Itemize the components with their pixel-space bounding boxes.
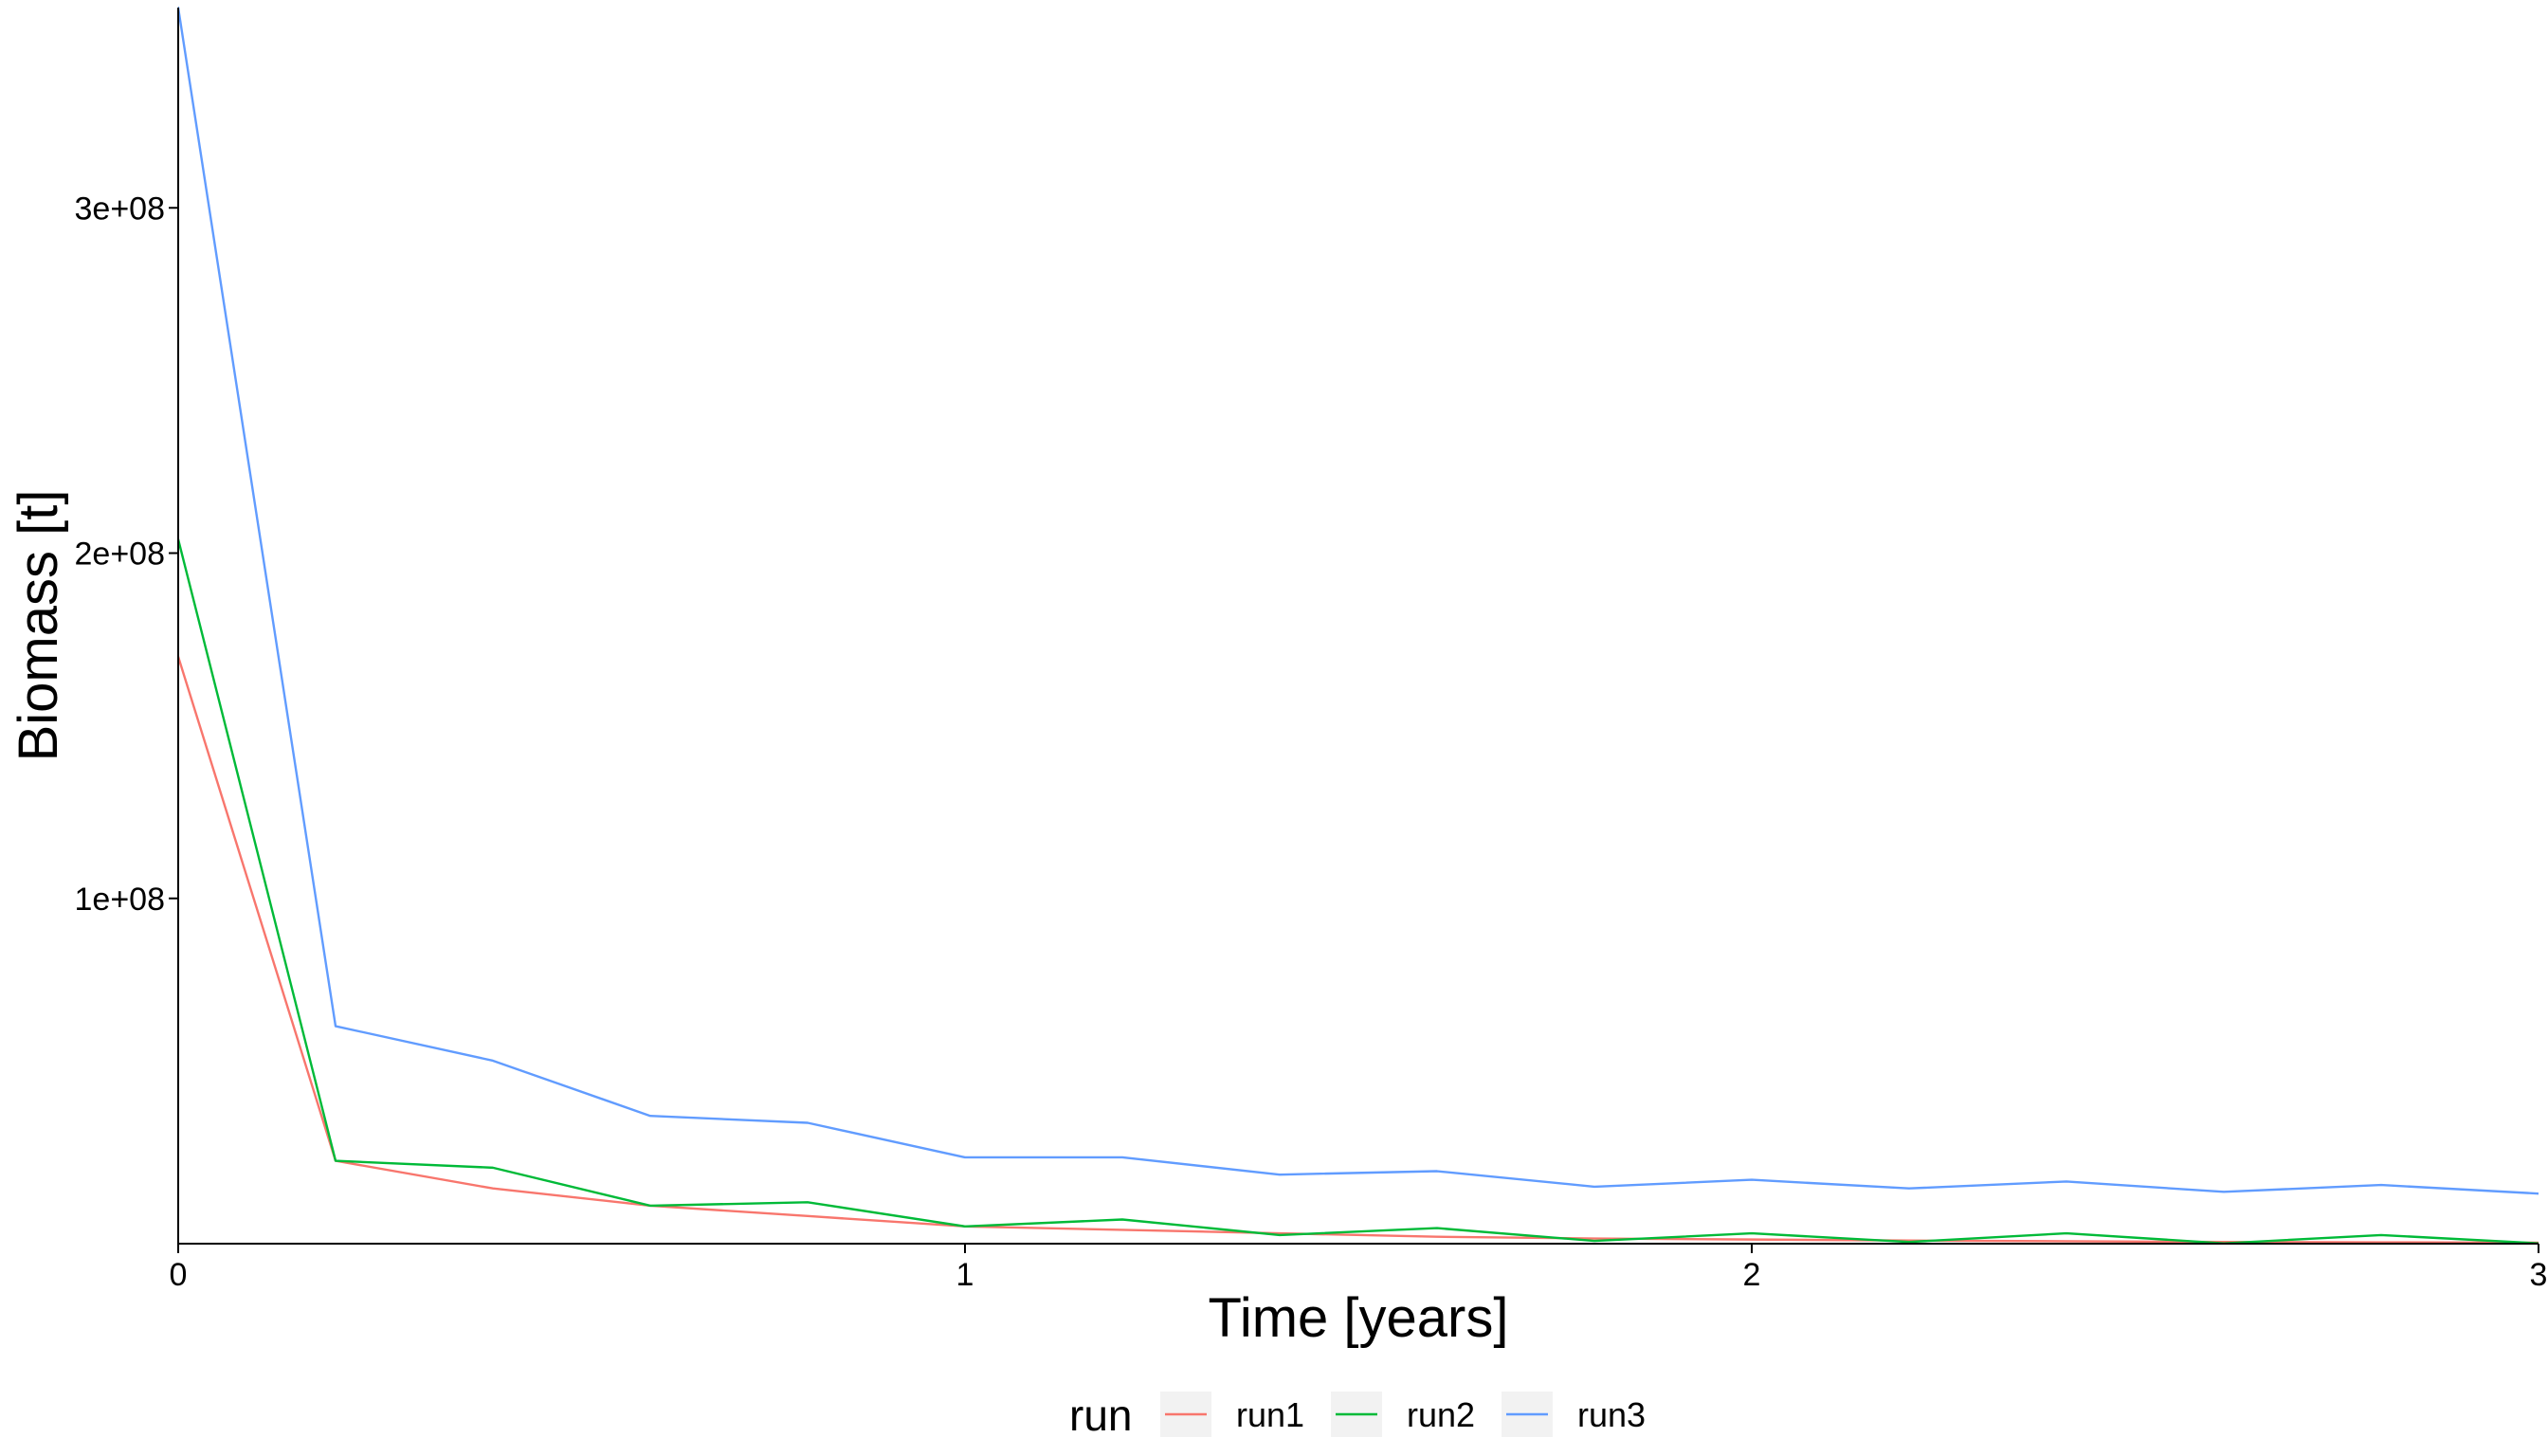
legend: run run1 run2 run3 bbox=[1069, 1391, 1646, 1440]
y-tick-label: 3e+08 bbox=[75, 191, 166, 227]
y-axis-title: Biomass [t] bbox=[8, 490, 69, 762]
legend-label-run2: run2 bbox=[1407, 1395, 1475, 1434]
series-layer bbox=[178, 6, 2539, 1244]
y-tick-label: 2e+08 bbox=[75, 537, 166, 573]
x-axis-ticks: 0 1 2 3 bbox=[170, 1244, 2548, 1293]
x-axis-title: Time [years] bbox=[1209, 1287, 1509, 1349]
legend-label-run3: run3 bbox=[1577, 1395, 1646, 1434]
series-line-run1 bbox=[178, 655, 2539, 1244]
series-line-run2 bbox=[178, 537, 2539, 1244]
legend-title: run bbox=[1069, 1391, 1132, 1440]
x-tick-label: 2 bbox=[1743, 1257, 1761, 1293]
series-line-run3 bbox=[178, 6, 2539, 1195]
x-tick-label: 3 bbox=[2530, 1257, 2548, 1293]
x-tick-label: 1 bbox=[956, 1257, 974, 1293]
x-tick-label: 0 bbox=[170, 1257, 188, 1293]
y-axis-ticks: 1e+08 2e+08 3e+08 bbox=[75, 191, 178, 918]
y-tick-label: 1e+08 bbox=[75, 882, 166, 918]
legend-label-run1: run1 bbox=[1236, 1395, 1304, 1434]
